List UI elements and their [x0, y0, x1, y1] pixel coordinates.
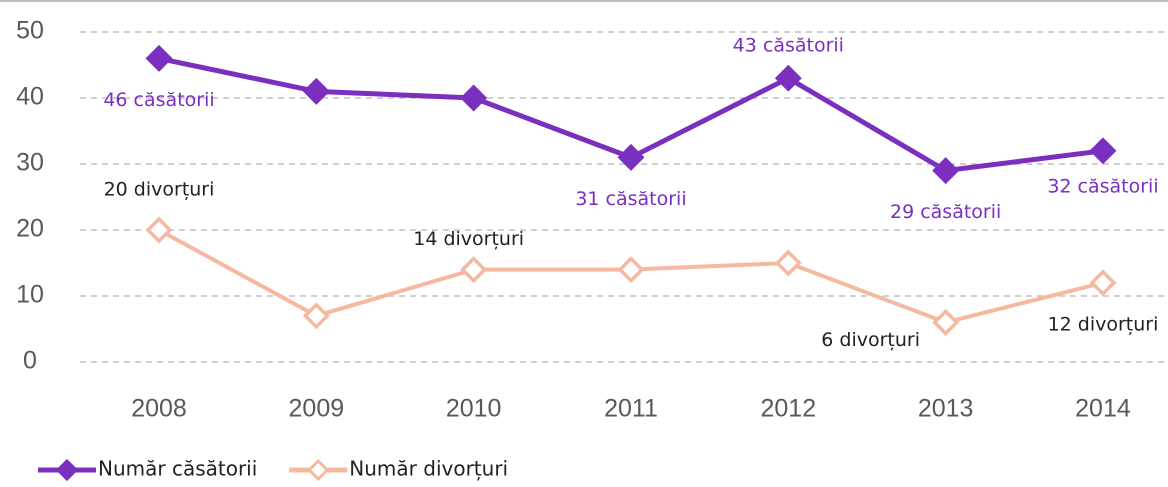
x-tick-label: 2014 — [1075, 395, 1131, 423]
y-tick-label: 50 — [16, 17, 44, 45]
point-marker — [302, 302, 330, 330]
data-label: 31 căsătorii — [575, 188, 686, 210]
data-label: 32 căsătorii — [1047, 175, 1158, 197]
point-marker — [617, 143, 645, 171]
data-label: 20 divorțuri — [104, 179, 215, 201]
legend-label: Număr căsătorii — [98, 457, 257, 481]
point-marker — [1089, 137, 1117, 165]
legend-marker — [307, 458, 330, 482]
point-marker — [1089, 269, 1117, 297]
point-marker — [932, 308, 960, 336]
data-label: 12 divorțuri — [1048, 313, 1159, 335]
y-tick-label: 10 — [16, 281, 44, 309]
point-marker — [932, 157, 960, 185]
y-tick-label: 30 — [16, 149, 44, 177]
point-marker — [774, 64, 802, 92]
x-tick-label: 2013 — [918, 395, 974, 423]
point-marker — [774, 249, 802, 277]
data-label: 6 divorțuri — [821, 329, 920, 351]
x-tick-label: 2011 — [604, 395, 658, 423]
x-tick-label: 2012 — [761, 395, 817, 423]
x-tick-label: 2010 — [446, 395, 502, 423]
point-marker — [145, 216, 173, 244]
y-tick-label: 0 — [23, 347, 37, 375]
point-marker — [617, 256, 645, 284]
legend-marker — [55, 458, 79, 482]
y-tick-label: 20 — [16, 215, 44, 243]
data-label: 43 căsătorii — [733, 35, 844, 57]
legend-label: Număr divorțuri — [349, 457, 508, 481]
data-label: 29 căsătorii — [890, 201, 1001, 223]
x-tick-label: 2009 — [289, 395, 345, 423]
point-marker — [460, 84, 488, 112]
point-marker — [145, 44, 173, 72]
x-tick-label: 2008 — [131, 395, 187, 423]
point-marker — [460, 256, 488, 284]
data-label: 14 divorțuri — [413, 228, 524, 250]
y-tick-label: 40 — [16, 83, 44, 111]
data-label: 46 căsătorii — [103, 89, 214, 111]
point-marker — [302, 77, 330, 105]
